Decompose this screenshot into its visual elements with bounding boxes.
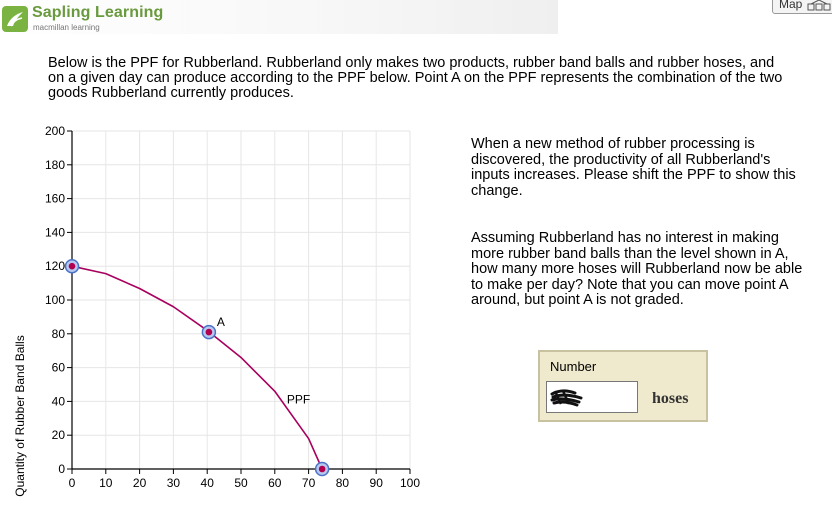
sapling-logo-icon	[2, 6, 28, 32]
y-axis-label: Quantity of Rubber Band Balls	[13, 335, 27, 496]
x-tick-label: 50	[234, 476, 248, 490]
x-tick-label: 100	[400, 476, 420, 490]
problem-intro: Below is the PPF for Rubberland. Rubberl…	[48, 55, 783, 101]
x-tick-label: 10	[99, 476, 113, 490]
y-tick-label: 60	[52, 361, 66, 375]
x-tick-label: 40	[201, 476, 215, 490]
x-tick-label: 70	[302, 476, 316, 490]
question-shift-ppf: When a new method of rubber processing i…	[471, 136, 796, 199]
ppf-label: PPF	[287, 392, 310, 406]
y-tick-label: 100	[45, 293, 65, 307]
answer-label: Number	[550, 359, 597, 374]
y-tick-label: 200	[45, 124, 65, 138]
map-icon	[807, 0, 831, 11]
x-tick-label: 80	[336, 476, 350, 490]
x-tick-label: 60	[268, 476, 282, 490]
question-more-hoses: Assuming Rubberland has no interest in m…	[471, 230, 803, 308]
brand-title: Sapling Learning	[32, 4, 164, 21]
x-tick-label: 0	[69, 476, 76, 490]
ppf-chart[interactable]: 0 20 40 60 80 100 120 140 160 180 200 0 10 20 30 40 50 6…	[0, 118, 440, 517]
ppf-endpoint	[68, 262, 76, 270]
ppf-endpoint	[318, 465, 326, 473]
x-tick-label: 30	[167, 476, 181, 490]
y-tick-label: 140	[45, 225, 65, 239]
y-tick-label: 40	[52, 394, 66, 408]
answer-box: Number hoses	[538, 350, 708, 422]
y-tick-label: 120	[45, 259, 65, 273]
x-tick-label: 90	[370, 476, 384, 490]
y-tick-label: 80	[52, 327, 66, 341]
map-button-label: Map	[779, 0, 803, 11]
y-tick-label: 180	[45, 158, 65, 172]
y-tick-label: 0	[58, 462, 65, 476]
number-input[interactable]	[546, 381, 638, 413]
header: Sapling Learning macmillan learning	[0, 0, 558, 34]
point-label: A	[217, 315, 225, 329]
y-tick-label: 20	[52, 428, 66, 442]
brand-subtitle: macmillan learning	[33, 23, 100, 32]
map-button[interactable]: Map	[772, 0, 832, 14]
y-tick-label: 160	[45, 192, 65, 206]
x-tick-label: 20	[133, 476, 147, 490]
answer-unit: hoses	[652, 390, 689, 407]
point-a	[205, 328, 213, 336]
scribble-redaction-icon	[550, 389, 583, 407]
